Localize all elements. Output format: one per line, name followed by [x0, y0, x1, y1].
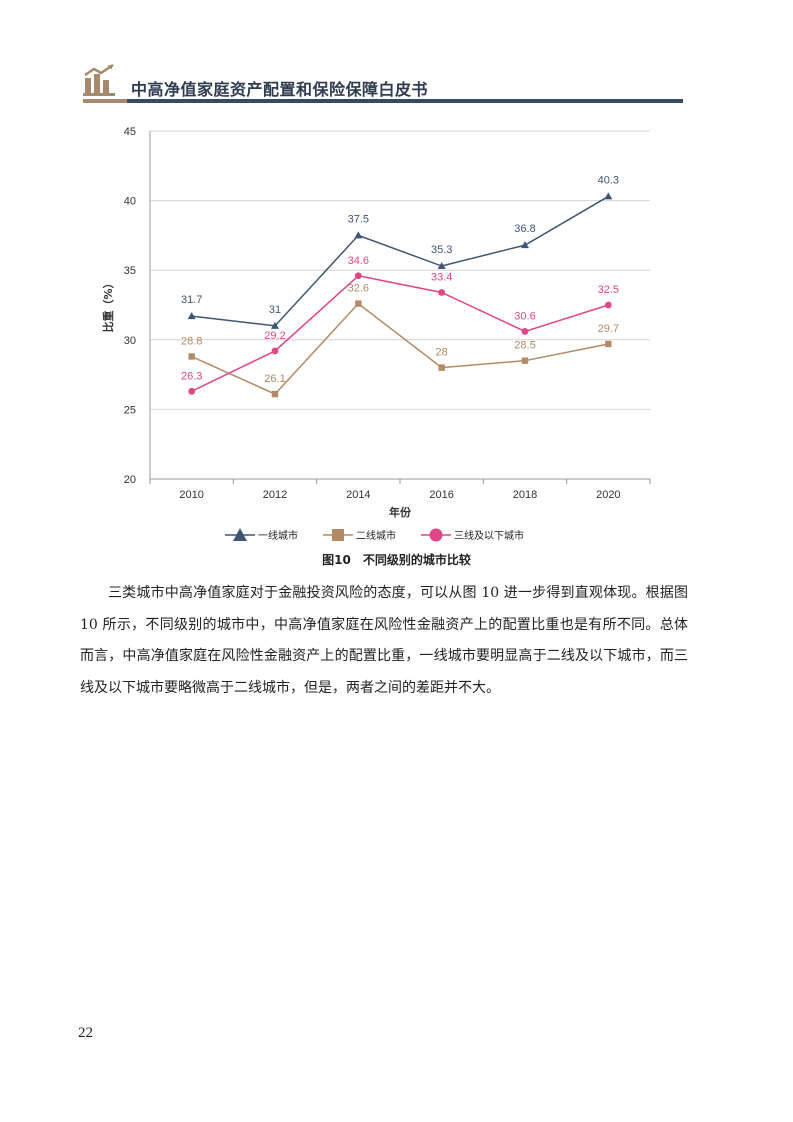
data-label: 31 — [269, 304, 281, 316]
data-point — [604, 192, 613, 200]
header-rule-accent — [83, 99, 127, 103]
data-label: 35.3 — [431, 244, 452, 256]
data-label: 31.7 — [181, 294, 202, 306]
y-tick-label: 45 — [124, 126, 136, 138]
x-tick-label: 2012 — [263, 489, 287, 501]
legend-label: 三线及以下城市 — [454, 529, 524, 542]
data-point — [605, 340, 612, 348]
legend-marker — [429, 528, 443, 542]
y-tick-label: 40 — [124, 196, 136, 208]
data-label: 28.8 — [181, 336, 202, 348]
y-tick-label: 30 — [124, 335, 136, 347]
data-point — [438, 364, 445, 371]
data-label: 28.5 — [514, 340, 535, 352]
x-tick-label: 2020 — [596, 489, 620, 501]
page-number: 22 — [78, 1025, 93, 1041]
data-label: 33.4 — [431, 271, 452, 283]
data-point — [188, 353, 195, 360]
data-label: 30.6 — [514, 310, 535, 322]
data-point — [438, 289, 446, 296]
data-point — [521, 357, 529, 364]
x-tick-label: 2018 — [513, 489, 537, 501]
data-point — [271, 321, 279, 329]
data-point — [187, 312, 196, 320]
series-line-3 — [191, 274, 609, 392]
data-point — [188, 387, 196, 395]
data-label: 26.3 — [181, 370, 202, 382]
data-point — [355, 300, 362, 307]
x-tick-label: 2014 — [346, 489, 370, 501]
y-axis-title: 比重（%） — [101, 277, 115, 332]
data-point — [521, 328, 529, 335]
legend-marker — [233, 528, 247, 541]
x-axis-title: 年份 — [389, 505, 412, 519]
legend-marker — [332, 529, 344, 541]
figure-caption: 图10 不同级别的城市比较 — [322, 553, 471, 567]
series-line-2 — [191, 302, 609, 395]
data-point — [604, 301, 612, 309]
page-header: 中高净值家庭资产配置和保险保障白皮书 — [83, 58, 683, 106]
data-label: 29.7 — [598, 323, 619, 335]
data-point — [271, 347, 279, 355]
header-title: 中高净值家庭资产配置和保险保障白皮书 — [131, 80, 429, 99]
y-tick-label: 25 — [124, 404, 136, 416]
data-label: 32.6 — [348, 283, 369, 295]
data-label: 28 — [436, 347, 448, 359]
data-point — [354, 231, 363, 239]
header-rule — [127, 99, 683, 103]
y-tick-label: 20 — [124, 474, 136, 486]
x-tick-label: 2010 — [179, 489, 203, 501]
data-label: 37.5 — [348, 213, 369, 225]
data-label: 29.2 — [264, 330, 285, 342]
x-tick-label: 2016 — [429, 489, 453, 501]
data-point — [437, 262, 446, 270]
bar-chart-logo-icon — [83, 64, 115, 96]
data-label: 34.6 — [348, 255, 369, 267]
line-chart: 20 25 30 35 40 45 2010 2012 2014 2016 2018 2020 年份 比重… — [101, 126, 651, 542]
data-label: 36.8 — [514, 223, 535, 235]
body-paragraph: 三类城市中高净值家庭对于金融投资风险的态度，可以从图 10 进一步得到直观体现。… — [80, 585, 688, 696]
data-point — [271, 390, 279, 398]
y-tick-label: 35 — [124, 265, 136, 277]
data-point — [354, 272, 362, 280]
legend-label: 二线城市 — [356, 529, 396, 542]
data-label: 32.5 — [598, 284, 619, 296]
legend-label: 一线城市 — [258, 529, 298, 542]
data-label: 40.3 — [598, 174, 619, 186]
data-label: 26.1 — [264, 373, 285, 385]
data-point — [521, 241, 529, 249]
series-line-1 — [191, 195, 609, 327]
